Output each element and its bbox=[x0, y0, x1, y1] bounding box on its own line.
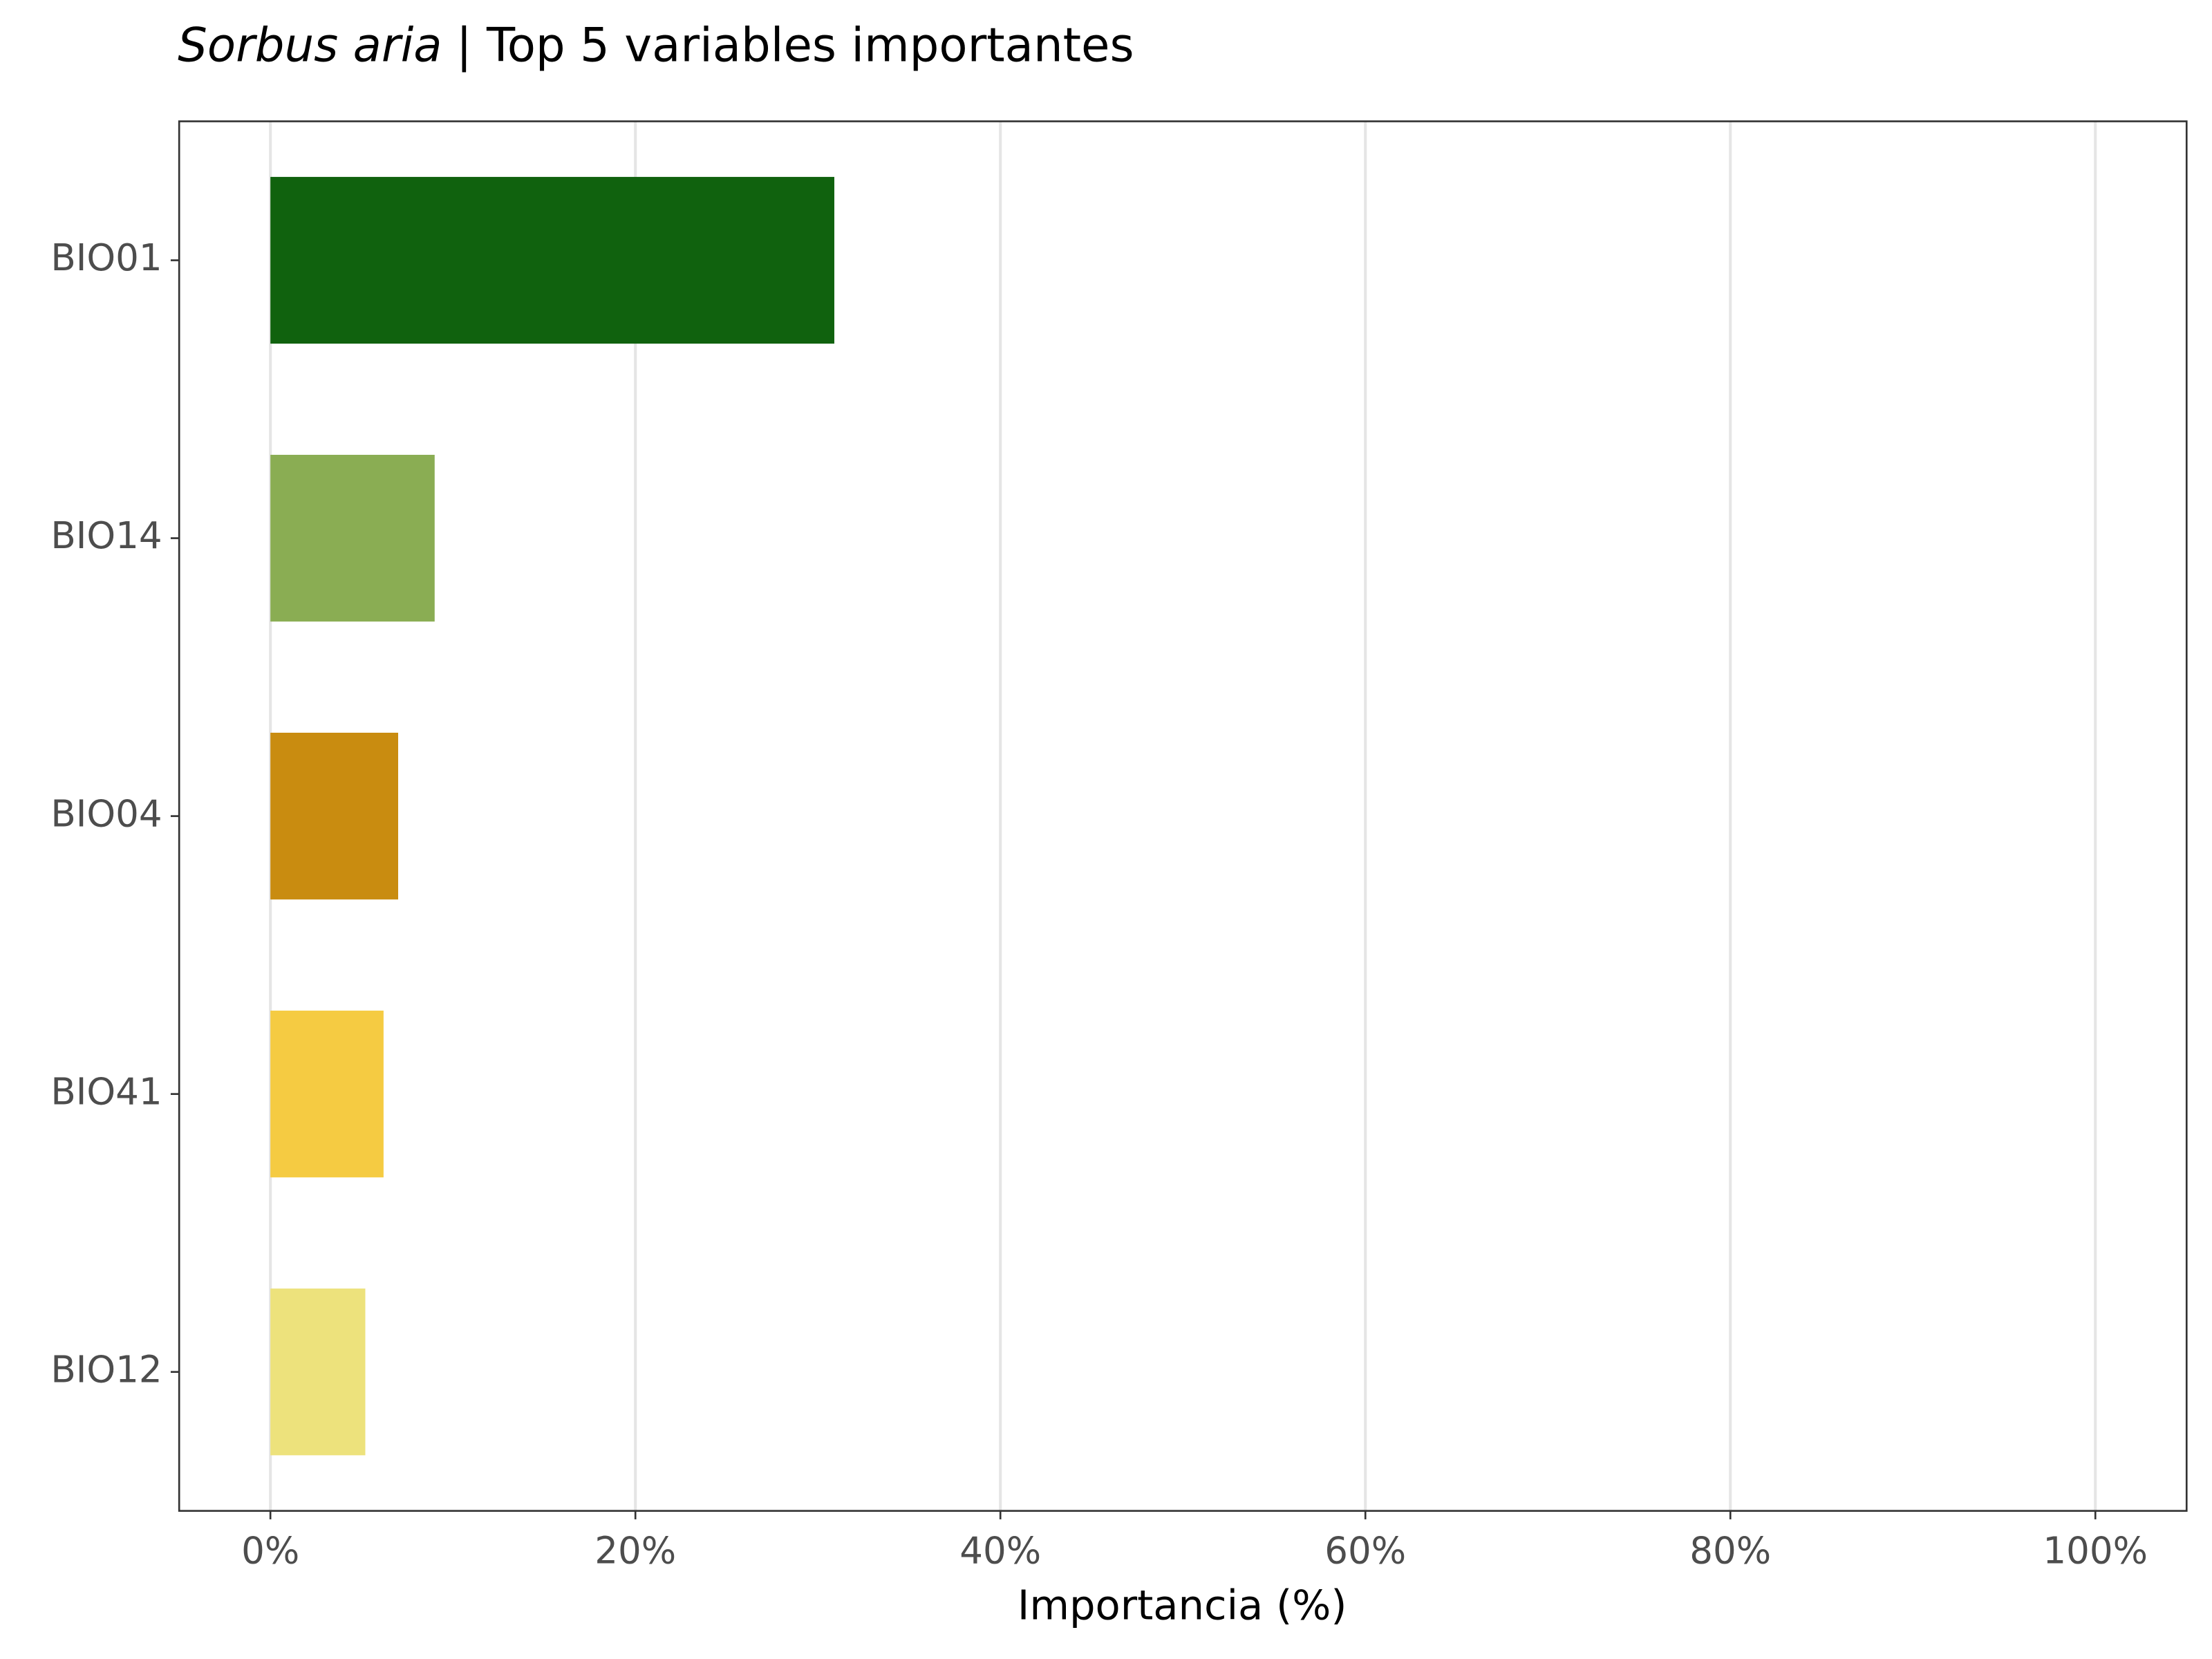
bar bbox=[270, 454, 435, 622]
x-tick-label: 20% bbox=[594, 1530, 676, 1573]
title-text: | Top 5 variables importantes bbox=[456, 17, 1134, 72]
bar bbox=[270, 733, 398, 900]
x-tick-label: 40% bbox=[959, 1530, 1041, 1573]
x-tick-label: 100% bbox=[2043, 1530, 2148, 1573]
x-tick-label: 60% bbox=[1324, 1530, 1406, 1573]
y-tick-label: BIO14 bbox=[50, 514, 162, 557]
y-tick-label: BIO04 bbox=[50, 792, 162, 835]
x-tick-label: 0% bbox=[241, 1530, 299, 1573]
chart-title: Sorbus aria | Top 5 variables importantes bbox=[178, 17, 1134, 72]
y-tick-label: BIO01 bbox=[50, 236, 162, 279]
y-tick-label: BIO12 bbox=[50, 1348, 162, 1391]
grid bbox=[269, 121, 2097, 1511]
x-tick-label: 80% bbox=[1689, 1530, 1771, 1573]
x-axis-title: Importancia (%) bbox=[1018, 1582, 1347, 1629]
bar bbox=[270, 1288, 366, 1456]
panel-border bbox=[178, 120, 2188, 1512]
bar bbox=[270, 1011, 384, 1178]
bars bbox=[270, 176, 834, 1456]
y-tick-label: BIO41 bbox=[50, 1070, 162, 1113]
bar bbox=[270, 176, 834, 344]
title-species: Sorbus aria bbox=[178, 17, 442, 72]
